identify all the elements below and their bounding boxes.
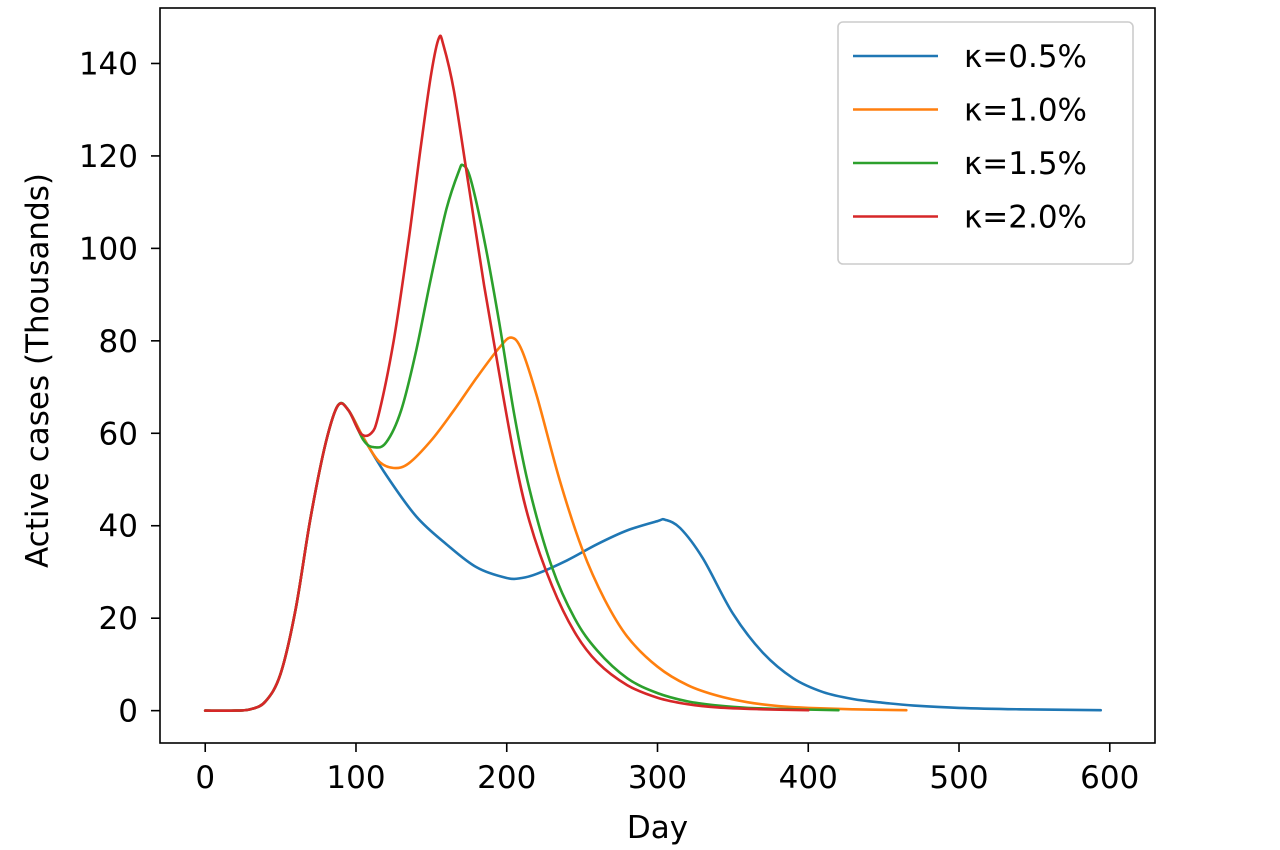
legend-box [837, 21, 1134, 265]
x-axis-label: Day [627, 810, 688, 846]
y-axis-label: Active cases (Thousands) [20, 173, 56, 568]
legend-label-2: κ=1.0% [964, 93, 1087, 129]
legend-label-4: κ=2.0% [964, 200, 1087, 236]
y-tick-label: 20 [99, 601, 138, 637]
y-tick-label: 0 [118, 694, 138, 730]
legend-label-1: κ=0.5% [964, 39, 1087, 75]
plot-frame [159, 7, 1156, 744]
y-tick-label: 40 [99, 509, 138, 545]
x-tick-label: 100 [326, 760, 385, 796]
x-tick-label: 300 [628, 760, 687, 796]
legend-label-3: κ=1.5% [964, 146, 1087, 182]
x-tick-label: 600 [1080, 760, 1139, 796]
x-axis-ticks: 0 100 200 300 400 500 600 [195, 743, 1139, 796]
y-tick-label: 80 [99, 324, 138, 360]
series-layer [203, 34, 1102, 713]
x-tick-label: 0 [195, 760, 215, 796]
x-tick-label: 500 [929, 760, 988, 796]
x-tick-label: 400 [779, 760, 838, 796]
y-axis-ticks: 0 20 40 60 80 100 120 140 [79, 46, 160, 730]
y-tick-label: 60 [99, 416, 138, 452]
y-tick-label: 100 [79, 231, 138, 267]
x-tick-label: 200 [477, 760, 536, 796]
y-tick-label: 140 [79, 46, 138, 82]
series-line-4 [203, 34, 810, 713]
legend: κ=0.5% κ=1.0% κ=1.5% κ=2.0% [837, 21, 1134, 265]
y-tick-label: 120 [79, 139, 138, 175]
